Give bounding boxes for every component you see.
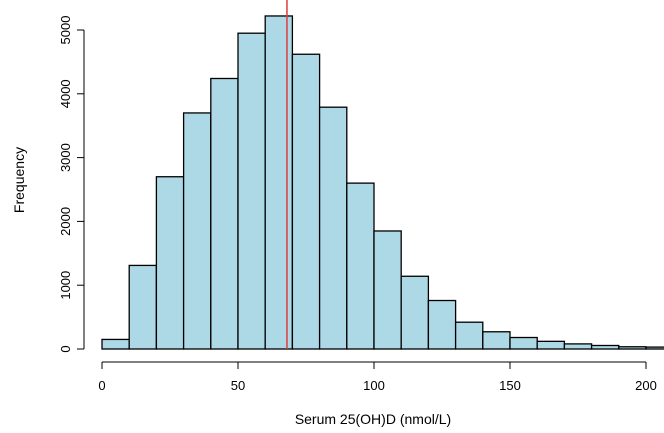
- histogram-bar: [237, 32, 266, 350]
- histogram-bar: [509, 336, 538, 350]
- histogram-bars: [101, 15, 664, 350]
- histogram-bar: [318, 106, 348, 350]
- histogram-bar: [291, 53, 321, 350]
- histogram-bar: [264, 15, 294, 350]
- y-tick-label: 2000: [58, 207, 73, 236]
- histogram-bar: [427, 299, 457, 350]
- y-tick-label: 3000: [58, 143, 73, 172]
- y-tick-label: 4000: [58, 79, 73, 108]
- histogram-bar: [373, 230, 402, 350]
- histogram-bar: [400, 275, 430, 350]
- y-tick-label: 1000: [58, 271, 73, 300]
- histogram-bar: [210, 77, 239, 350]
- histogram-bar: [454, 321, 484, 350]
- x-tick-label: 200: [635, 378, 657, 393]
- histogram-bar: [101, 338, 130, 350]
- histogram-bar: [590, 344, 620, 350]
- x-axis: 0 50 100 150 200: [98, 361, 657, 393]
- histogram-bar: [155, 176, 185, 350]
- x-tick-label: 0: [98, 378, 105, 393]
- histogram-bar: [482, 331, 511, 350]
- y-tick-label: 0: [58, 345, 73, 352]
- x-tick-label: 50: [231, 378, 245, 393]
- y-axis: 0 1000 2000 3000 4000 5000: [58, 16, 85, 353]
- histogram-bar: [346, 182, 375, 350]
- histogram-bar: [182, 112, 212, 350]
- histogram-bar: [536, 340, 566, 350]
- histogram-bar: [645, 346, 664, 350]
- x-tick-label: 150: [499, 378, 521, 393]
- histogram-bar: [128, 264, 158, 350]
- histogram-bar: [618, 346, 647, 350]
- x-tick-label: 100: [363, 378, 385, 393]
- y-axis-title: Frequency: [11, 147, 27, 213]
- histogram-bar: [563, 343, 593, 350]
- x-axis-title: Serum 25(OH)D (nmol/L): [295, 411, 451, 427]
- y-tick-label: 5000: [58, 16, 73, 45]
